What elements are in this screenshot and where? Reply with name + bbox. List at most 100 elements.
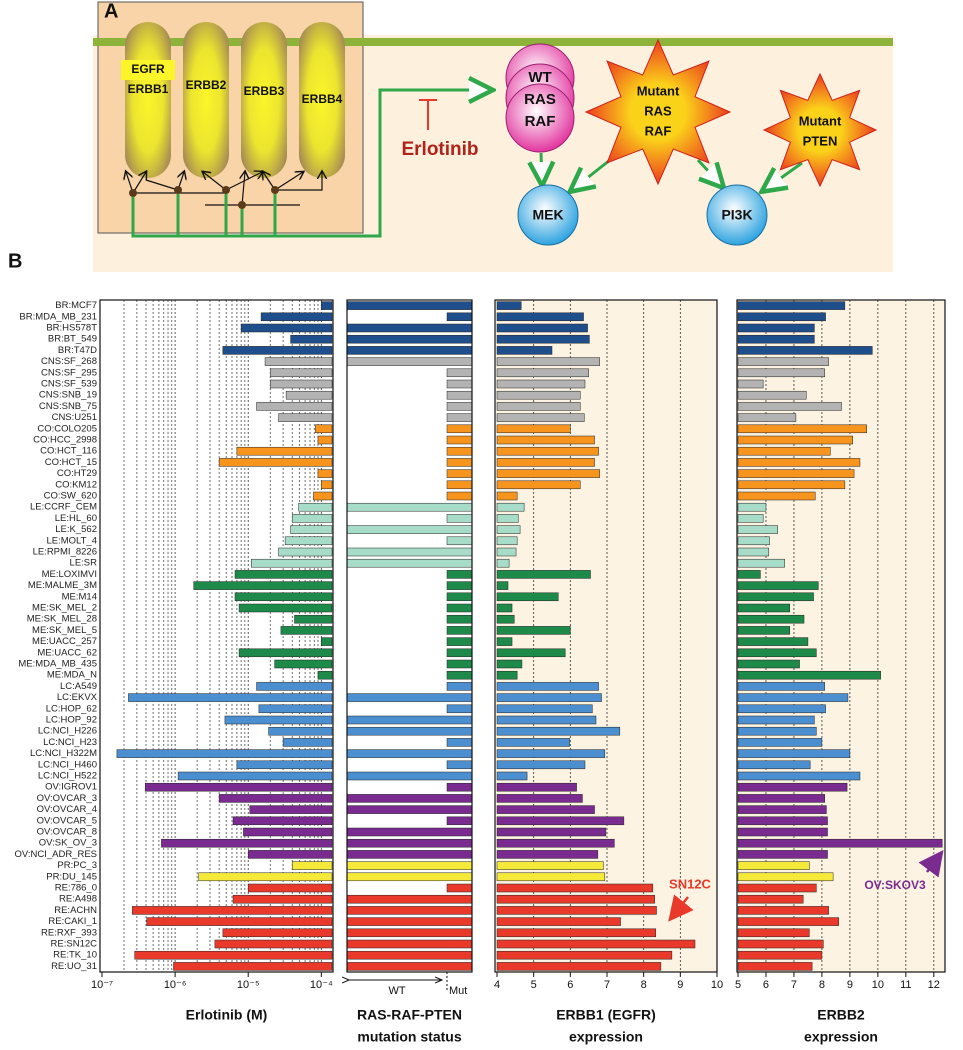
bar [218, 794, 333, 803]
bar [737, 525, 778, 534]
bar [317, 435, 333, 445]
bar [737, 872, 834, 882]
panel-label: B [8, 250, 22, 272]
bar [737, 547, 770, 557]
status-bar [346, 749, 473, 758]
bar [496, 894, 655, 904]
bar [737, 536, 770, 546]
bar [737, 939, 824, 949]
bar [737, 715, 815, 725]
bar [321, 480, 333, 490]
bar [224, 715, 333, 725]
bar [737, 334, 815, 344]
bar [496, 715, 597, 725]
status-bar [346, 917, 473, 926]
status-bar [346, 771, 473, 781]
annotation: SN12C [669, 876, 712, 891]
receptor [241, 22, 287, 178]
bar [268, 726, 333, 736]
status-bar [346, 805, 473, 814]
bar [737, 312, 826, 322]
row-label: LE:RPMI_8226 [33, 547, 97, 558]
bar [278, 547, 333, 557]
bar [291, 514, 333, 523]
x-tick-label: 4 [494, 979, 500, 991]
node-label: WT [528, 69, 551, 86]
x-tick-label: 8 [641, 979, 647, 991]
row-label: CO:KM12 [55, 479, 97, 490]
row-label: RE:CAKI_1 [48, 916, 97, 927]
bar [496, 771, 528, 781]
row-label: LC:EKVX [57, 692, 98, 703]
bar [313, 491, 333, 501]
status-bar [346, 693, 473, 702]
bar [737, 357, 829, 366]
bar [496, 390, 581, 400]
bar [496, 368, 589, 378]
row-label: RE:786_0 [55, 883, 97, 894]
bar [737, 850, 828, 859]
bar [256, 402, 333, 411]
bar [317, 670, 333, 680]
bar [737, 413, 797, 422]
bar [737, 379, 764, 389]
bar [232, 816, 333, 826]
node-label: MEK [532, 207, 563, 223]
row-label: RE:A498 [59, 894, 97, 905]
plot-frame [346, 299, 473, 973]
axis-title: ERBB2 [817, 1007, 865, 1023]
row-label: RE:UO_31 [51, 961, 97, 972]
row-label: LE:HL_60 [55, 513, 97, 524]
status-bar [446, 760, 473, 770]
bar [737, 962, 813, 971]
bar [737, 581, 819, 590]
bar [737, 738, 823, 747]
status-bar [446, 368, 473, 378]
bar [737, 390, 807, 400]
status-bar [446, 581, 473, 590]
x-tick-label: 7 [604, 979, 610, 991]
bar [496, 693, 602, 702]
x-tick-label: 6 [763, 979, 769, 991]
row-label: ME:UACC_62 [37, 647, 97, 658]
bar [269, 379, 333, 389]
x-tick-label: 8 [819, 979, 825, 991]
receptor [299, 22, 345, 178]
bar [144, 782, 333, 792]
status-bar [446, 603, 473, 613]
bar [737, 682, 825, 691]
status-bar [346, 794, 473, 803]
row-label: OV:OVCAR_3 [37, 793, 97, 804]
bar [258, 704, 333, 714]
bar [321, 301, 333, 310]
bar [737, 502, 767, 512]
bar [737, 603, 790, 613]
bar [238, 603, 333, 613]
status-bar [446, 637, 473, 646]
bar [496, 346, 553, 355]
bar [737, 950, 823, 960]
receptor-label: ERBB1 [128, 82, 169, 96]
bar [737, 670, 881, 680]
bar [496, 301, 522, 310]
row-label: CNS:SNB_75 [39, 401, 97, 412]
status-bar [446, 536, 473, 546]
status-bar [346, 525, 473, 534]
bar [737, 592, 814, 602]
row-label: OV:OVCAR_8 [37, 827, 97, 838]
dot [238, 201, 246, 209]
bar [250, 558, 333, 568]
bar [496, 536, 518, 546]
annotation-arrow [918, 850, 944, 878]
bar [496, 603, 513, 613]
row-label: CNS:U251 [52, 412, 97, 423]
status-bar [446, 491, 473, 501]
row-label: LC:HOP_92 [46, 715, 97, 726]
bar [737, 805, 827, 814]
node-label: RAS [524, 91, 556, 108]
status-bar [346, 838, 473, 848]
row-label: CO:HCT_116 [40, 446, 97, 457]
row-label: OV:OVCAR_4 [37, 804, 97, 815]
row-label: CO:COLO205 [37, 423, 97, 434]
bar [496, 760, 586, 770]
